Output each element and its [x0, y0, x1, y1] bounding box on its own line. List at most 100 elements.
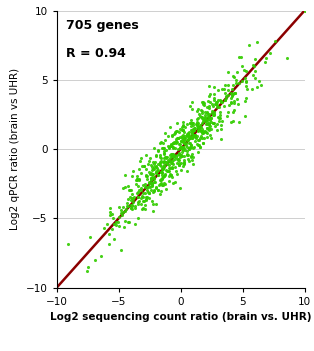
Point — [135, 176, 140, 181]
Point — [216, 97, 221, 102]
Point — [184, 168, 189, 174]
Point — [140, 163, 145, 169]
Point — [230, 93, 235, 98]
Point — [167, 155, 172, 161]
Point — [108, 209, 113, 214]
Point — [176, 157, 181, 163]
Point — [202, 129, 207, 135]
Point — [157, 162, 162, 168]
Point — [128, 187, 133, 193]
Point — [223, 93, 228, 99]
Point — [166, 145, 171, 151]
Point — [204, 105, 209, 110]
Point — [129, 202, 134, 208]
Point — [144, 166, 149, 172]
Point — [177, 146, 182, 151]
Point — [154, 168, 160, 174]
Point — [179, 138, 184, 144]
Point — [189, 129, 194, 135]
Point — [136, 183, 141, 188]
Point — [187, 135, 192, 141]
Point — [162, 162, 167, 167]
Point — [166, 178, 171, 184]
Point — [153, 184, 158, 190]
Point — [207, 83, 212, 88]
Point — [169, 153, 174, 159]
Point — [127, 188, 132, 193]
Point — [214, 99, 219, 105]
Point — [197, 137, 202, 143]
Point — [163, 173, 168, 178]
Point — [173, 168, 178, 174]
Point — [155, 187, 160, 192]
Point — [187, 135, 192, 141]
Point — [207, 116, 212, 122]
Point — [198, 113, 203, 118]
Point — [165, 160, 170, 166]
Point — [229, 100, 234, 105]
Point — [147, 191, 152, 196]
Point — [180, 146, 185, 151]
Point — [117, 223, 122, 229]
Point — [139, 193, 144, 199]
Point — [176, 141, 181, 147]
Point — [190, 152, 195, 157]
Point — [166, 162, 171, 167]
Point — [190, 120, 195, 126]
Point — [195, 128, 200, 134]
Point — [180, 127, 185, 133]
Point — [189, 134, 194, 140]
Point — [178, 126, 183, 132]
Point — [144, 174, 149, 179]
Point — [129, 203, 134, 209]
Point — [153, 169, 158, 175]
Point — [155, 188, 160, 193]
Point — [129, 202, 134, 208]
Point — [165, 154, 170, 159]
Point — [208, 123, 213, 128]
Point — [165, 168, 170, 174]
Point — [148, 180, 153, 186]
Point — [302, 8, 307, 13]
Point — [225, 113, 230, 119]
Point — [113, 222, 118, 227]
Point — [229, 86, 234, 92]
Point — [216, 115, 221, 120]
Point — [125, 183, 130, 189]
Point — [217, 112, 222, 118]
Point — [151, 201, 156, 207]
Point — [171, 139, 176, 145]
Point — [154, 152, 159, 158]
Point — [137, 198, 142, 204]
Point — [181, 136, 186, 142]
Point — [232, 74, 237, 80]
Point — [210, 103, 215, 109]
Point — [204, 134, 209, 140]
Point — [151, 179, 156, 185]
Point — [171, 161, 176, 167]
Point — [163, 159, 168, 165]
Point — [174, 139, 179, 145]
Point — [243, 98, 248, 104]
Point — [174, 139, 179, 144]
Point — [173, 130, 178, 135]
Point — [212, 112, 217, 117]
Point — [205, 126, 210, 132]
Point — [187, 132, 192, 138]
Point — [236, 119, 241, 125]
Point — [182, 140, 187, 145]
Point — [185, 132, 190, 137]
Point — [182, 141, 187, 146]
Point — [181, 160, 187, 165]
Point — [181, 123, 186, 129]
Point — [147, 155, 152, 161]
Point — [191, 161, 196, 167]
Point — [173, 136, 178, 141]
Point — [149, 183, 154, 188]
Point — [141, 183, 146, 188]
Point — [181, 159, 186, 165]
Point — [141, 198, 146, 204]
Point — [160, 145, 165, 151]
Point — [161, 152, 166, 157]
Point — [169, 133, 174, 139]
